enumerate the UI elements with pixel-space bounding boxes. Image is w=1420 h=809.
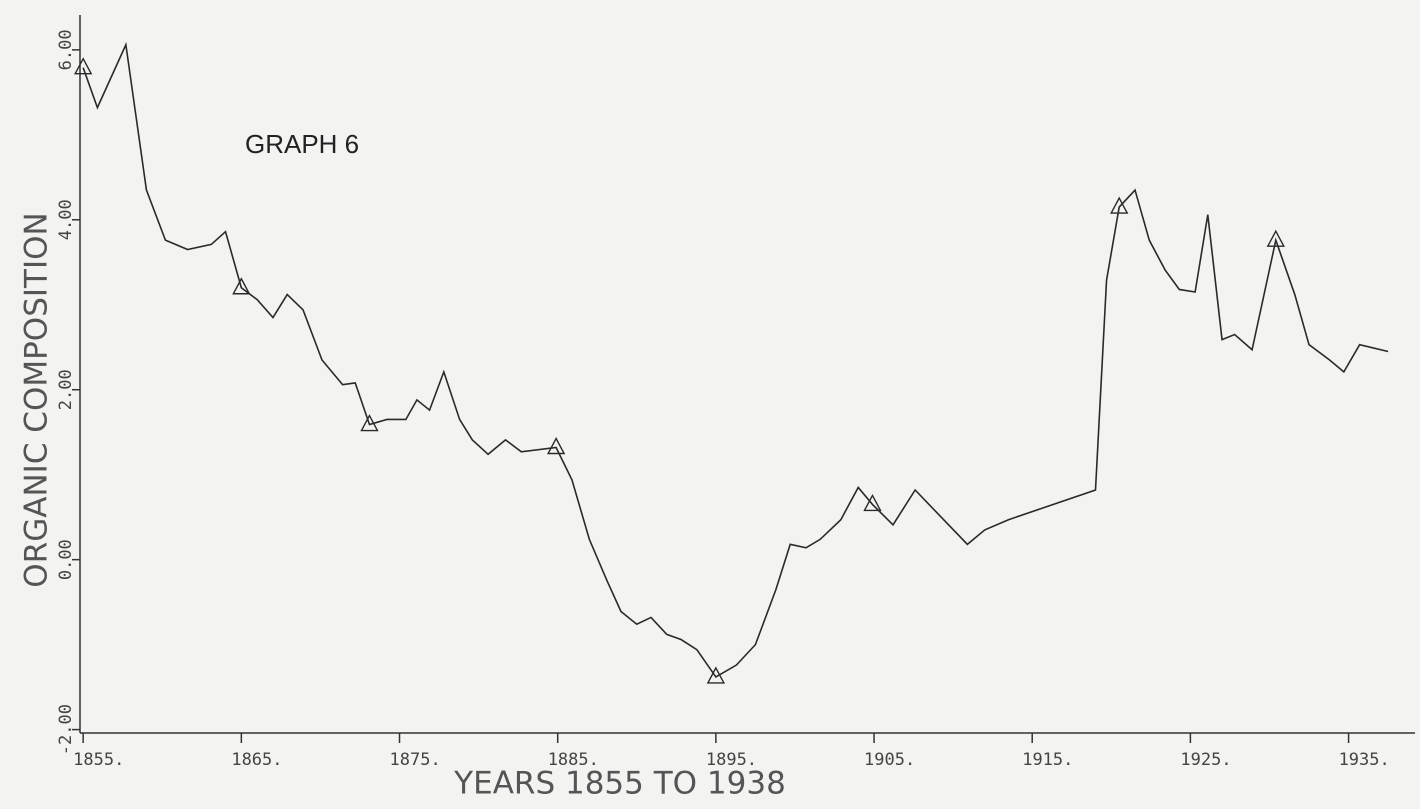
triangle-marker	[73, 57, 93, 75]
triangle-marker	[1110, 196, 1129, 214]
y-tick-label: 0.00	[56, 539, 76, 580]
x-axis-label: YEARS 1855 TO 1938	[453, 766, 786, 802]
x-tick-label: 1865.	[231, 750, 282, 770]
x-tick-label: 1895.	[706, 750, 757, 770]
x-tick-label: 1925.	[1180, 750, 1231, 770]
chart-title: GRAPH 6	[245, 129, 359, 159]
triangle-marker	[546, 437, 566, 455]
x-tick-label: 1875.	[390, 750, 441, 770]
y-tick-label: -2.00	[56, 704, 76, 755]
x-tick-label: 1905.	[864, 750, 915, 770]
y-tick-label: 2.00	[56, 369, 76, 410]
x-tick-label: 1855.	[73, 750, 124, 770]
x-tick-label: 1885.	[548, 750, 599, 770]
x-tick-label: 1935.	[1339, 750, 1390, 770]
triangle-marker	[232, 277, 251, 295]
x-tick-label: 1915.	[1022, 750, 1073, 770]
y-axis-label: ORGANIC COMPOSITION	[19, 212, 55, 587]
triangle-marker	[360, 414, 379, 432]
triangle-marker	[1266, 229, 1285, 247]
data-line	[82, 41, 1389, 678]
y-tick-label: 6.00	[56, 29, 76, 70]
triangle-marker	[706, 666, 726, 684]
triangle-marker	[863, 493, 882, 512]
y-tick-label: 4.00	[56, 199, 76, 240]
